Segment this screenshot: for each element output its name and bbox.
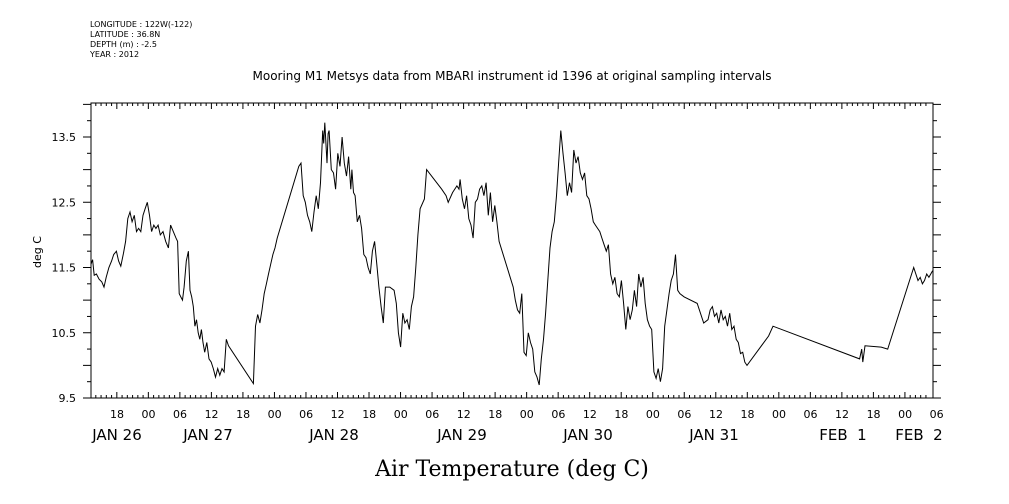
metadata-block: LONGITUDE : 122W(-122) LATITUDE : 36.8N … — [90, 20, 192, 60]
x-hour-tick-label: 12 — [457, 408, 471, 421]
x-hour-tick-label: 18 — [110, 408, 124, 421]
x-hour-tick-label: 00 — [394, 408, 408, 421]
x-day-label: JAN 26 — [91, 426, 142, 444]
x-day-label: JAN 29 — [436, 426, 487, 444]
y-axis-label: deg C — [31, 236, 44, 268]
x-day-label: FEB 2 — [895, 426, 942, 444]
x-hour-tick-label: 06 — [551, 408, 565, 421]
latitude-label: LATITUDE : 36.8N — [90, 30, 161, 39]
x-hour-tick-label: 06 — [425, 408, 439, 421]
x-hour-tick-label: 18 — [740, 408, 754, 421]
x-hour-tick-label: 18 — [488, 408, 502, 421]
x-hour-tick-label: 12 — [331, 408, 345, 421]
x-hour-tick-label: 12 — [205, 408, 219, 421]
x-hour-tick-label: 18 — [362, 408, 376, 421]
x-hour-tick-label: 12 — [583, 408, 597, 421]
air-temperature-series-line — [90, 122, 934, 386]
x-hour-tick-label: 00 — [646, 408, 660, 421]
y-tick-label: 11.5 — [52, 262, 77, 275]
depth-label: DEPTH (m) : -2.5 — [90, 40, 157, 49]
x-hour-tick-label: 00 — [142, 408, 156, 421]
x-hour-tick-label: 12 — [709, 408, 723, 421]
x-hour-tick-label: 00 — [772, 408, 786, 421]
x-hour-tick-label: 18 — [614, 408, 628, 421]
x-hour-tick-label: 00 — [268, 408, 282, 421]
chart-title: Mooring M1 Metsys data from MBARI instru… — [253, 69, 772, 83]
x-hour-tick-label: 18 — [236, 408, 250, 421]
longitude-label: LONGITUDE : 122W(-122) — [90, 20, 193, 29]
y-axis-tick-labels: 9.5 10.5 11.5 12.5 13.5 — [52, 131, 77, 405]
x-day-label: JAN 27 — [182, 426, 233, 444]
year-label: YEAR : 2012 — [90, 50, 140, 59]
axis-ticks — [83, 103, 941, 399]
y-tick-label: 9.5 — [59, 392, 77, 405]
x-axis-day-labels: JAN 26 JAN 27 JAN 28 JAN 29 JAN 30 JAN 31 FEB … — [91, 426, 942, 444]
x-hour-tick-label: 00 — [520, 408, 534, 421]
plot-frame — [90, 102, 934, 399]
x-hour-tick-label: 06 — [173, 408, 187, 421]
x-hour-tick-label: 06 — [804, 408, 818, 421]
x-hour-tick-label: 00 — [898, 408, 912, 421]
y-tick-label: 12.5 — [52, 196, 77, 209]
x-hour-tick-label: 06 — [677, 408, 691, 421]
x-day-label: FEB 1 — [819, 426, 866, 444]
x-hour-tick-label: 12 — [835, 408, 849, 421]
x-hour-tick-label: 06 — [299, 408, 313, 421]
x-day-label: JAN 28 — [308, 426, 359, 444]
x-day-label: JAN 31 — [688, 426, 739, 444]
x-axis-hour-labels: 18 00 06 12 18 00 06 12 18 00 06 12 18 00 06 12 18 00 06 12… — [110, 408, 944, 421]
x-hour-tick-label: 06 — [930, 408, 944, 421]
y-tick-label: 10.5 — [52, 327, 77, 340]
y-tick-label: 13.5 — [52, 131, 77, 144]
x-day-label: JAN 30 — [562, 426, 613, 444]
x-hour-tick-label: 18 — [867, 408, 881, 421]
x-axis-label: Air Temperature (deg C) — [374, 457, 649, 482]
